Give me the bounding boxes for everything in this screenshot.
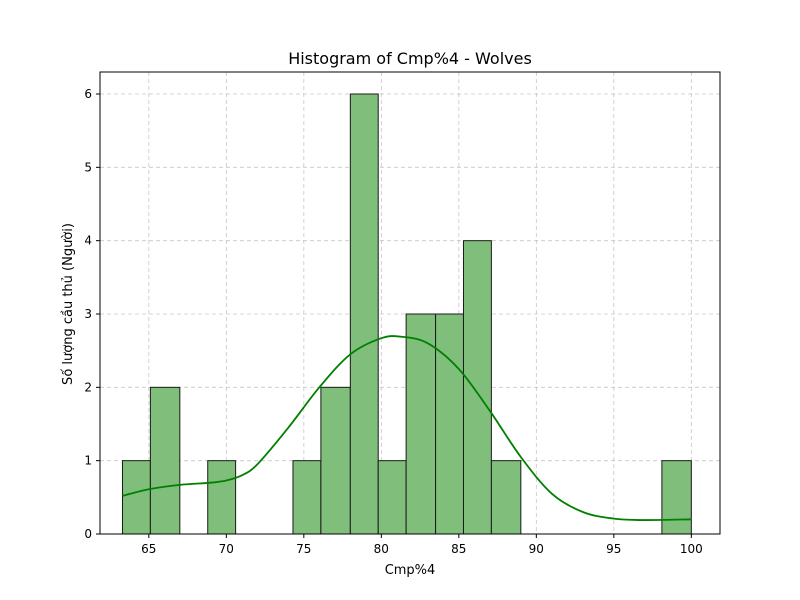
y-tick-label: 1	[84, 454, 92, 468]
y-tick-label: 0	[84, 527, 92, 541]
y-axis-label: Số lượng cầu thủ (Người)	[61, 223, 76, 385]
histogram-bars	[121, 93, 692, 535]
kde-curve-group	[122, 335, 692, 521]
histogram-bar	[661, 460, 692, 535]
y-tick-label: 2	[84, 380, 92, 394]
x-tick-label: 70	[219, 542, 234, 556]
x-tick-label: 80	[374, 542, 389, 556]
histogram-bar	[490, 460, 522, 535]
histogram-bar	[320, 386, 351, 535]
x-axis-label: Cmp%4	[385, 563, 436, 578]
x-tick-label: 85	[451, 542, 466, 556]
y-axis-ticks: 0 1 2 3 4 5 6	[84, 87, 100, 541]
x-tick-label: 90	[529, 542, 544, 556]
histogram-bar	[462, 240, 492, 535]
y-tick-label: 3	[84, 307, 92, 321]
histogram-bar	[292, 460, 322, 535]
x-tick-label: 65	[141, 542, 156, 556]
histogram-bar	[149, 386, 181, 535]
x-tick-label: 100	[680, 542, 703, 556]
chart-title: Histogram of Cmp%4 - Wolves	[288, 49, 532, 68]
kde-curve	[122, 335, 692, 521]
histogram-bar	[377, 460, 407, 535]
x-tick-label: 95	[606, 542, 621, 556]
histogram-bar	[121, 460, 151, 535]
y-tick-label: 5	[84, 160, 92, 174]
y-tick-label: 6	[84, 87, 92, 101]
histogram-bar	[207, 460, 237, 535]
y-tick-label: 4	[84, 234, 92, 248]
x-axis-ticks: 65 70 75 80 85 90 95 100	[141, 534, 703, 556]
x-tick-label: 75	[296, 542, 311, 556]
histogram-bar	[405, 313, 437, 535]
plot-area-frame	[99, 71, 721, 535]
histogram-bar	[435, 313, 464, 535]
histogram-bar	[349, 93, 379, 535]
